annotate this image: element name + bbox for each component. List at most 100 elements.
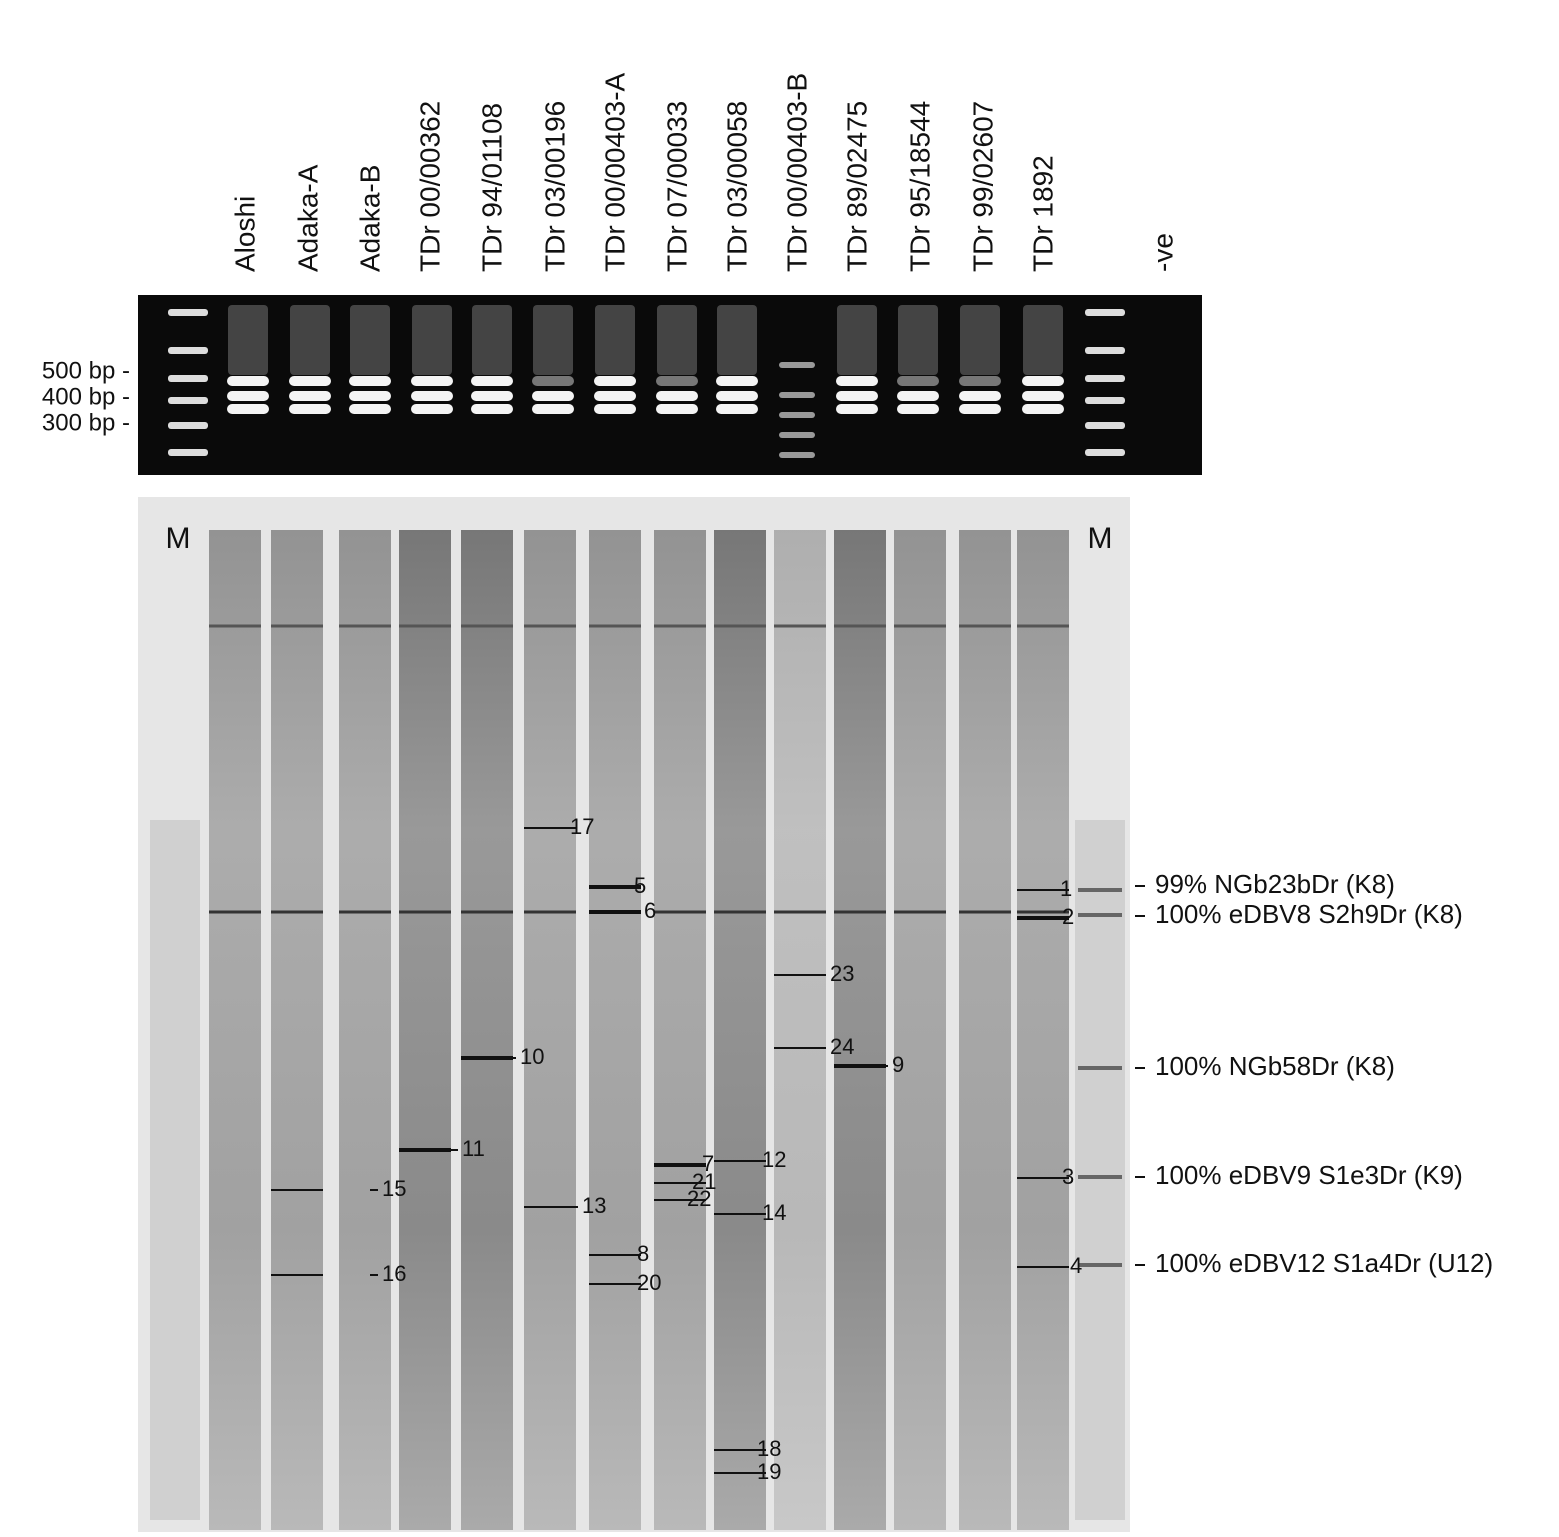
band xyxy=(716,376,758,386)
lane xyxy=(589,530,641,1530)
lane-label: TDr 00/00403-A xyxy=(599,72,630,272)
lane-label: TDr 94/01108 xyxy=(476,103,507,272)
size-marker: 500 bp - xyxy=(42,357,130,384)
band xyxy=(532,404,574,414)
band xyxy=(836,376,878,386)
ladder-band xyxy=(168,375,208,382)
band xyxy=(471,391,513,401)
band-label: 13 xyxy=(582,1193,606,1218)
ladder-band xyxy=(1085,422,1125,429)
smear xyxy=(657,305,697,375)
ladder-band xyxy=(168,397,208,404)
band xyxy=(716,404,758,414)
band xyxy=(779,362,815,368)
lane-label: Aloshi xyxy=(229,196,260,272)
lane xyxy=(271,530,323,1530)
band xyxy=(349,404,391,414)
smear xyxy=(717,305,757,375)
annotation: 99% NGb23bDr (K8) xyxy=(1155,869,1395,899)
smear xyxy=(412,305,452,375)
ladder-lane xyxy=(150,820,200,1520)
band-label: 6 xyxy=(644,898,656,923)
band xyxy=(289,376,331,386)
band-label: 14 xyxy=(762,1200,786,1225)
band xyxy=(897,391,939,401)
lane xyxy=(461,530,513,1530)
lane xyxy=(399,530,451,1530)
band xyxy=(289,391,331,401)
band xyxy=(594,376,636,386)
band-label: 20 xyxy=(637,1270,661,1295)
band xyxy=(471,404,513,414)
size-marker: 300 bp - xyxy=(42,409,130,436)
band xyxy=(656,404,698,414)
smear xyxy=(228,305,268,375)
smear xyxy=(533,305,573,375)
lane-label: TDr 95/18544 xyxy=(904,101,935,272)
band xyxy=(897,376,939,386)
band-label: 1 xyxy=(1060,876,1072,901)
band xyxy=(836,404,878,414)
band xyxy=(656,376,698,386)
size-marker: 400 bp - xyxy=(42,383,130,410)
annotation: 100% eDBV9 S1e3Dr (K9) xyxy=(1155,1160,1463,1190)
smear xyxy=(472,305,512,375)
smear xyxy=(290,305,330,375)
band-label: 11 xyxy=(462,1136,485,1161)
band-label: 22 xyxy=(687,1186,711,1211)
lane-label: TDr 00/00362 xyxy=(414,101,445,272)
band xyxy=(779,392,815,398)
band xyxy=(779,432,815,438)
band xyxy=(227,391,269,401)
annotation: 100% NGb58Dr (K8) xyxy=(1155,1051,1395,1081)
band xyxy=(959,391,1001,401)
band-label: 15 xyxy=(382,1176,406,1201)
band xyxy=(779,452,815,458)
band-label: 5 xyxy=(634,873,646,898)
lane-label: TDr 07/00033 xyxy=(661,101,692,272)
smear xyxy=(1023,305,1063,375)
band-label: 16 xyxy=(382,1261,406,1286)
smear xyxy=(595,305,635,375)
band-label: 23 xyxy=(830,961,854,986)
band xyxy=(532,391,574,401)
lane xyxy=(524,530,576,1530)
lane-label: TDr 03/00058 xyxy=(721,101,752,272)
band xyxy=(959,376,1001,386)
band xyxy=(349,391,391,401)
lane-label: TDr 1892 xyxy=(1027,155,1058,272)
band-label: 9 xyxy=(892,1052,904,1077)
band xyxy=(716,391,758,401)
band-label: 2 xyxy=(1062,904,1074,929)
band xyxy=(349,376,391,386)
lane xyxy=(1017,530,1069,1530)
band xyxy=(1022,391,1064,401)
band xyxy=(959,404,1001,414)
band xyxy=(594,391,636,401)
lane-label: Adaka-A xyxy=(292,164,323,272)
lane xyxy=(834,530,886,1530)
band-label: 7 xyxy=(702,1151,714,1176)
ladder-band xyxy=(1085,449,1125,456)
band xyxy=(411,376,453,386)
band xyxy=(594,404,636,414)
smear xyxy=(898,305,938,375)
band-label: 21 xyxy=(692,1169,716,1194)
band xyxy=(779,412,815,418)
lane xyxy=(959,530,1011,1530)
lane xyxy=(654,530,706,1530)
lane-label: TDr 99/02607 xyxy=(967,101,998,272)
lane xyxy=(339,530,391,1530)
smear xyxy=(960,305,1000,375)
band xyxy=(227,404,269,414)
band xyxy=(471,376,513,386)
lane-label: TDr 03/00196 xyxy=(539,101,570,272)
ladder-band xyxy=(1085,347,1125,354)
band-label: 12 xyxy=(762,1147,786,1172)
band xyxy=(289,404,331,414)
band xyxy=(411,391,453,401)
ladder-lane xyxy=(1075,820,1125,1520)
band-label: 19 xyxy=(757,1459,781,1484)
band-label: 17 xyxy=(570,814,594,839)
